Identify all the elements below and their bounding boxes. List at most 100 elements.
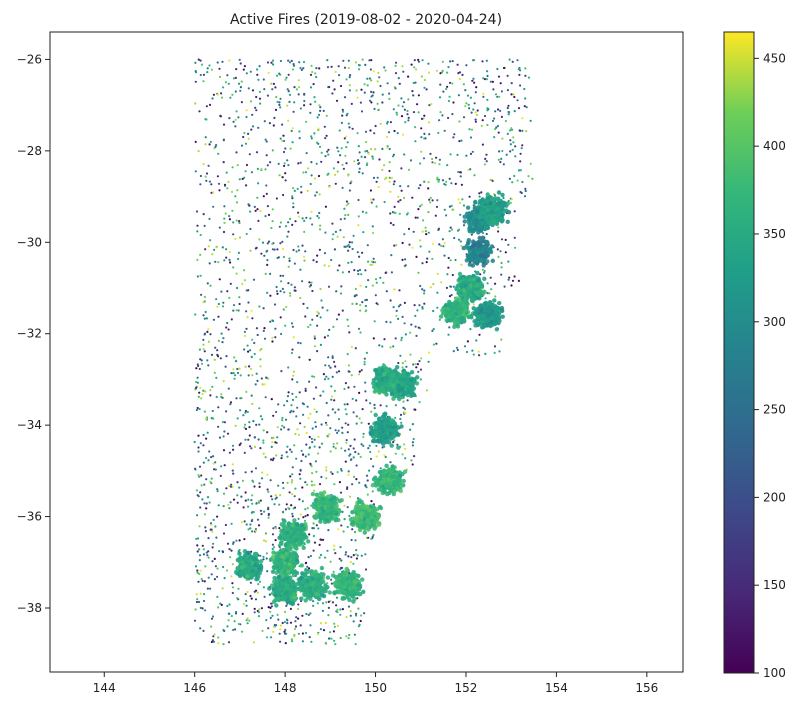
fire-point [222, 138, 225, 141]
fire-point [248, 434, 251, 437]
fire-cluster-point [475, 270, 480, 276]
fire-point [331, 375, 334, 378]
fire-point [334, 552, 337, 555]
fire-point [336, 611, 339, 614]
fire-point [458, 140, 461, 143]
fire-point [321, 306, 324, 309]
fire-cluster-point [461, 312, 466, 317]
fire-point [296, 406, 299, 409]
fire-point [249, 523, 252, 526]
fire-point [367, 260, 370, 263]
fire-point [367, 152, 370, 155]
fire-point [406, 113, 409, 116]
fire-point [469, 152, 473, 155]
fire-point [196, 275, 199, 278]
fire-point [334, 643, 337, 646]
fire-point [279, 221, 282, 224]
fire-point [407, 185, 410, 188]
fire-point [203, 580, 206, 583]
fire-point [238, 58, 241, 61]
fire-point [308, 358, 311, 361]
fire-point [228, 548, 231, 551]
fire-point [385, 271, 388, 274]
fire-point [356, 554, 359, 557]
fire-point [316, 214, 319, 218]
fire-point [456, 348, 459, 351]
fire-point [207, 537, 210, 540]
fire-point [372, 198, 375, 201]
fire-point [449, 153, 452, 156]
fire-point [258, 65, 261, 68]
fire-point [316, 633, 320, 636]
fire-point [371, 490, 374, 493]
fire-point [272, 63, 275, 66]
fire-point [254, 529, 257, 533]
fire-cluster-point [467, 277, 472, 282]
fire-point [325, 134, 328, 137]
fire-cluster-point [500, 212, 505, 217]
fire-point [315, 162, 318, 165]
fire-point [507, 104, 510, 107]
fire-point [205, 502, 208, 505]
fire-point [204, 526, 207, 529]
fire-point [400, 189, 403, 192]
fire-point [416, 216, 419, 219]
fire-point [357, 145, 360, 148]
fire-point [399, 185, 402, 188]
fire-point [512, 136, 515, 139]
fire-point [266, 164, 269, 167]
fire-point [225, 326, 228, 329]
fire-point [228, 451, 231, 454]
fire-point [217, 504, 220, 507]
fire-point [276, 436, 279, 439]
fire-point [371, 157, 375, 160]
fire-point [340, 121, 343, 124]
fire-point [448, 205, 452, 208]
fire-point [481, 143, 484, 146]
fire-point [315, 410, 318, 413]
fire-point [521, 117, 524, 120]
fire-point [371, 263, 374, 266]
fire-point [369, 450, 372, 454]
fire-point [431, 199, 434, 202]
fire-point [250, 367, 253, 370]
fire-point [431, 157, 434, 161]
fire-point [271, 336, 274, 339]
fire-point [258, 407, 261, 410]
fire-point [272, 124, 275, 127]
fire-point [222, 337, 225, 340]
fire-cluster-point [479, 319, 485, 324]
fire-point [230, 483, 233, 486]
fire-point [398, 82, 401, 85]
fire-point [286, 400, 289, 403]
fire-point [502, 163, 505, 166]
fire-point [267, 490, 270, 493]
fire-point [401, 366, 404, 369]
fire-point [253, 590, 256, 593]
fire-point [362, 231, 365, 234]
fire-cluster-point [496, 190, 502, 195]
fire-point [267, 516, 270, 519]
fire-point [475, 86, 478, 89]
fire-cluster-point [389, 436, 394, 441]
fire-point [222, 492, 226, 495]
fire-point [263, 337, 267, 340]
fire-point [220, 465, 223, 468]
fire-point [365, 309, 368, 312]
fire-point [265, 376, 268, 379]
fire-point [420, 357, 423, 360]
fire-point [358, 417, 361, 420]
fire-point [314, 100, 317, 103]
fire-point [403, 153, 406, 156]
fire-point [290, 322, 294, 325]
fire-point [417, 111, 420, 114]
fire-point [279, 494, 282, 497]
fire-point [297, 607, 300, 611]
fire-point [342, 110, 345, 113]
fire-point [467, 168, 470, 171]
fire-point [256, 167, 259, 170]
fire-point [287, 230, 290, 233]
fire-point [341, 108, 344, 111]
fire-point [237, 82, 241, 85]
fire-point [254, 383, 257, 386]
